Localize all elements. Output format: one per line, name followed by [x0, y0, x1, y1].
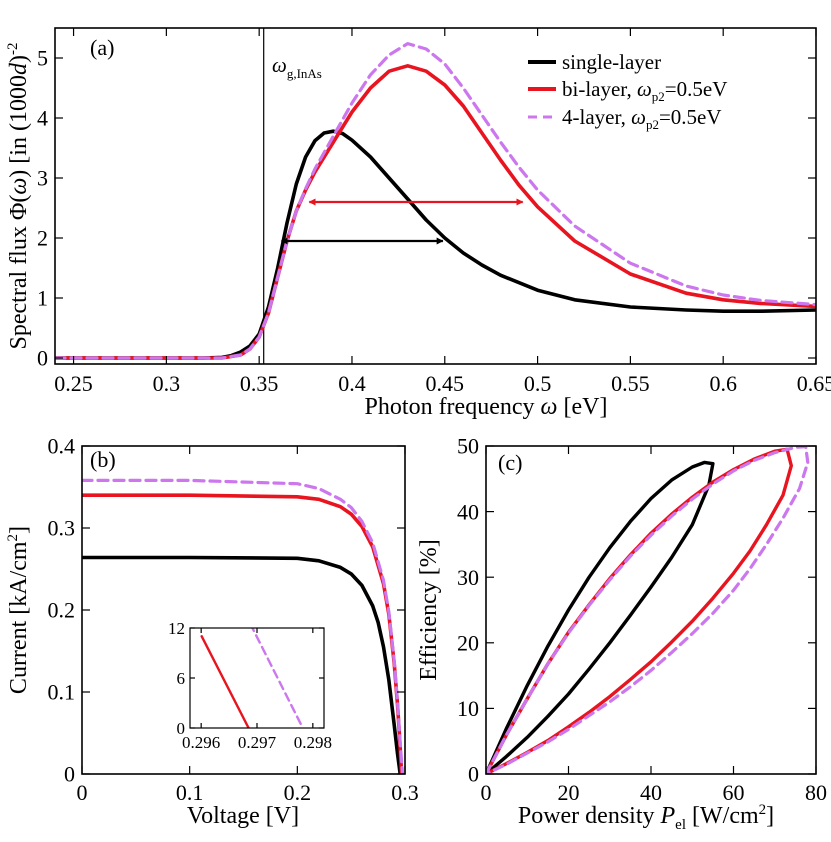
inset-y-tick-label: 6: [177, 669, 186, 688]
panel-a-x-tick-label: 0.55: [611, 371, 650, 396]
panel-b-series-4-layer: [82, 478, 405, 774]
inset-background: [190, 628, 324, 728]
panel-b-x-tick-label: 0.1: [176, 780, 204, 805]
inset-y-tick-label: 0: [177, 719, 186, 738]
panel-b-x-tick-label: 0: [77, 780, 88, 805]
panel-b-x-tick-label: 0.2: [284, 780, 312, 805]
inset-x-tick-label: 0.297: [238, 733, 277, 752]
panel-c-series-4-layer: [486, 446, 810, 774]
panel-a-label: (a): [90, 35, 114, 60]
panel-a-x-tick-label: 0.4: [338, 371, 366, 396]
panel-b-y-tick-label: 0.3: [48, 516, 76, 541]
inset: 0.296 0.297 0.298 0 6 12: [168, 619, 332, 752]
panel-b-x-axis-label: Voltage [V]: [187, 803, 299, 829]
panel-a-x-tick-label: 0.65: [797, 371, 831, 396]
panel-a-y-tick-label: 1: [37, 286, 48, 311]
inset-x-tick-label: 0.298: [294, 733, 332, 752]
panel-a-y-tick-label: 2: [37, 226, 48, 251]
panel-c-y-tick-label: 30: [457, 565, 479, 590]
panel-a-x-tick-label: 0.35: [240, 371, 279, 396]
legend-label-bi: bi-layer, ωp2=0.5eV: [562, 77, 727, 104]
panel-c-y-tick-label: 20: [457, 631, 479, 656]
legend-label-single: single-layer: [562, 50, 661, 74]
panel-a-x-tick-label: 0.3: [153, 371, 181, 396]
panel-c-x-tick-label: 60: [723, 780, 745, 805]
panel-c-series-bi-layer: [486, 447, 793, 774]
panel-b-label: (b): [90, 447, 116, 472]
legend-label-four: 4-layer, ωp2=0.5eV: [562, 105, 722, 132]
panel-c-series-single-layer: [486, 460, 715, 774]
panel-b-y-tick-label: 0.2: [48, 598, 76, 623]
bandgap-label: ωg,InAs: [272, 53, 322, 81]
panel-b-y-tick-label: 0.1: [48, 680, 76, 705]
panel-b-x-tick-label: 0.3: [391, 780, 419, 805]
panel-b-series-single-layer: [82, 555, 402, 774]
panel-b: 0 0.1 0.2 0.300.10.20.30.4 (b) 0.296 0.297 0.…: [5, 434, 419, 829]
panel-a: 0.25 0.3 0.35 0.4 0.45 0.5 0.55 0.6 0.65 0 1 2 3 4 5 (…: [5, 27, 831, 420]
panel-a-series-single-layer: [55, 129, 816, 360]
panel-c-y-axis-label: Efficiency [%]: [416, 539, 442, 680]
inset-y-tick-label: 12: [168, 619, 185, 638]
inset-series-4-layer: [251, 628, 304, 728]
inset-series-bi-layer: [200, 635, 250, 728]
panel-b-y-tick-label: 0: [64, 762, 75, 787]
panel-a-x-tick-label: 0.5: [524, 371, 552, 396]
panel-c-x-tick-label: 20: [558, 780, 580, 805]
panel-a-x-tick-label: 0.45: [426, 371, 465, 396]
panel-a-y-tick-label: 3: [37, 166, 48, 191]
panel-c-label: (c): [498, 450, 522, 475]
inset-x-tick-label: 0.296: [182, 733, 220, 752]
panel-a-y-tick-label: 0: [37, 346, 48, 371]
panel-c-y-tick-label: 40: [457, 499, 479, 524]
panel-a-series-4-layer: [55, 42, 816, 360]
panel-c-y-tick-label: 10: [457, 696, 479, 721]
panel-a-y-tick-label: 4: [37, 106, 48, 131]
panel-c-x-tick-label: 80: [805, 780, 827, 805]
panel-c-axes-box: [485, 445, 817, 775]
panel-c-x-axis-label: Power density Pel [W/cm2]: [518, 802, 774, 833]
panel-a-x-axis-label: Photon frequency ω [eV]: [365, 394, 608, 420]
panel-b-y-tick-label: 0.4: [48, 434, 76, 459]
panel-a-x-tick-label: 0.6: [709, 371, 737, 396]
panel-a-y-tick-label: 5: [37, 46, 48, 71]
panel-c-y-tick-label: 0: [468, 762, 479, 787]
panel-a-x-tick-label: 0.25: [54, 371, 93, 396]
panel-c: 0 20 40 60 80 0 10 20 30 40 50 (c) Power density P…: [416, 434, 827, 833]
panel-c-x-tick-label: 40: [640, 780, 662, 805]
panel-c-y-tick-label: 50: [457, 434, 479, 459]
panel-b-y-axis-label: Current [kA/cm2]: [5, 526, 32, 694]
legend: single-layer bi-layer, ωp2=0.5eV 4-layer…: [528, 50, 727, 132]
panel-a-y-axis-label: Spectral flux Φ(ω) [in (1000d)-2: [5, 43, 32, 350]
panel-c-x-tick-label: 0: [481, 780, 492, 805]
panel-a-axes-box: [54, 27, 817, 365]
